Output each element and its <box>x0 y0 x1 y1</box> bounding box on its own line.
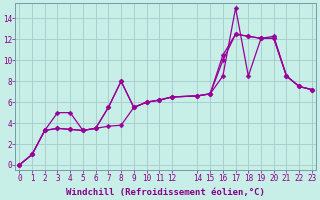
X-axis label: Windchill (Refroidissement éolien,°C): Windchill (Refroidissement éolien,°C) <box>66 188 265 197</box>
